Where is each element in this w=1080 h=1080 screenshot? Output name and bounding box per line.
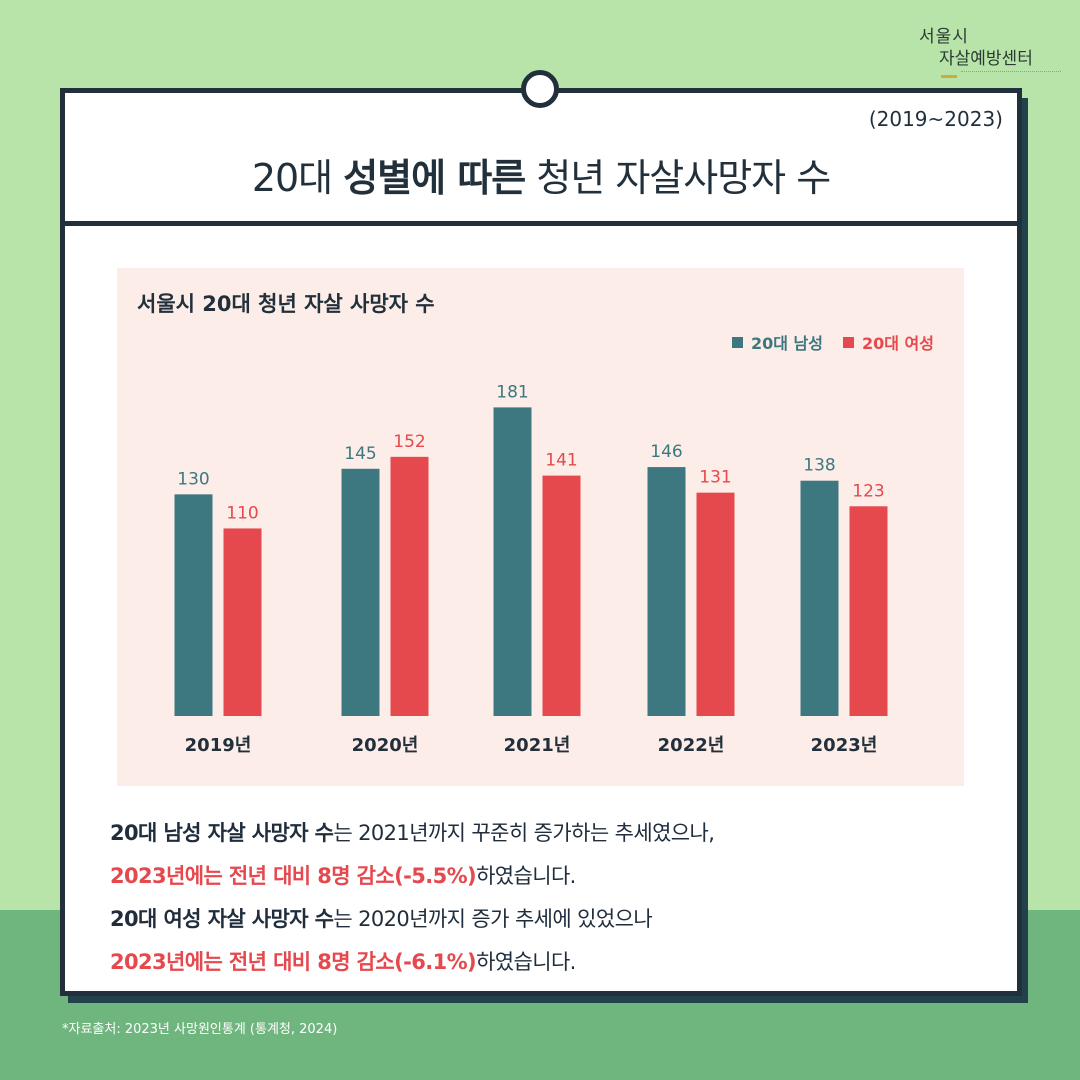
summary-line-2-end: 하였습니다. [476,864,576,888]
logo-accent-bar [941,75,957,78]
data-label-female-2022년: 131 [699,468,731,488]
bar-female-2021년 [542,475,581,716]
data-label-male-2023년: 138 [803,456,835,476]
bar-male-2021년 [493,407,532,716]
title-divider [65,221,1017,226]
title-prefix: 20대 [251,156,344,200]
summary-male-trend: 는 2021년까지 꾸준히 증가하는 추세였으나, [333,821,715,845]
data-label-female-2019년: 110 [226,503,258,523]
title-bold: 성별에 따른 [343,156,526,200]
legend-label-male: 20대 남성 [751,334,823,353]
page-title: 20대 성별에 따른 청년 자살사망자 수 [65,147,1017,202]
bar-chart: 130 110 2019년 145 152 2020년 181 141 2021년 146 131 2… [174,382,888,756]
bar-male-2022년 [647,467,686,716]
summary-male-label: 20대 남성 자살 사망자 수 [110,821,334,845]
summary-line-4-end: 하였습니다. [476,950,576,974]
summary-line-2: 2023년에는 전년 대비 8명 감소(-5.5%)하였습니다. [110,855,980,898]
data-label-male-2020년: 145 [344,444,376,464]
bar-female-2023년 [849,506,888,716]
legend-item-female: 20대 여성 [843,330,934,354]
summary-female-change: 2023년에는 전년 대비 8명 감소(-6.1%) [110,950,477,974]
data-label-male-2022년: 146 [650,442,682,462]
legend-swatch-male [732,336,743,348]
logo-line-1: 서울시 [919,27,969,47]
logo-line-2: 자살예방센터 [939,49,1033,69]
summary-line-4: 2023년에는 전년 대비 8명 감소(-6.1%)하였습니다. [110,941,980,984]
logo-subtext-line [961,71,1061,79]
x-tick-label-2022년: 2022년 [658,735,725,756]
bar-male-2023년 [800,480,839,716]
period-label: (2019~2023) [868,107,1003,131]
seoul-suicide-prevention-center-logo: 서울시 자살예방센터 [915,22,1065,82]
x-tick-label-2019년: 2019년 [185,735,252,756]
data-label-male-2019년: 130 [177,469,209,489]
chart-title: 서울시 20대 청년 자살 사망자 수 [137,292,435,316]
legend-item-male: 20대 남성 [732,330,823,354]
x-tick-label-2023년: 2023년 [811,735,878,756]
data-label-female-2020년: 152 [393,432,425,452]
data-label-male-2021년: 181 [496,382,528,402]
summary-female-label: 20대 여성 자살 사망자 수 [110,907,334,931]
x-tick-label-2020년: 2020년 [352,735,419,756]
summary-text: 20대 남성 자살 사망자 수는 2021년까지 꾸준히 증가하는 추세였으나,… [110,812,980,984]
chart-panel: 130 110 2019년 145 152 2020년 181 141 2021년 146 131 2… [117,268,964,786]
title-suffix: 청년 자살사망자 수 [525,156,831,200]
binder-ring-icon [521,70,559,108]
bar-male-2019년 [174,494,213,716]
chart-legend: 20대 남성 20대 여성 [732,330,934,354]
summary-line-3: 20대 여성 자살 사망자 수는 2020년까지 증가 추세에 있었으나 [110,898,980,941]
bar-female-2022년 [696,492,735,716]
legend-label-female: 20대 여성 [862,334,934,353]
bar-female-2020년 [390,456,429,716]
x-tick-label-2021년: 2021년 [504,735,571,756]
data-label-female-2021년: 141 [545,451,577,471]
legend-swatch-female [843,336,854,348]
source-note: *자료출처: 2023년 사망원인통계 (통계청, 2024) [62,1022,338,1037]
bar-male-2020년 [341,468,380,716]
bar-female-2019년 [223,528,262,716]
summary-line-1: 20대 남성 자살 사망자 수는 2021년까지 꾸준히 증가하는 추세였으나, [110,812,980,855]
data-label-female-2023년: 123 [852,481,884,501]
summary-female-trend: 는 2020년까지 증가 추세에 있었으나 [333,907,653,931]
summary-male-change: 2023년에는 전년 대비 8명 감소(-5.5%) [110,864,477,888]
